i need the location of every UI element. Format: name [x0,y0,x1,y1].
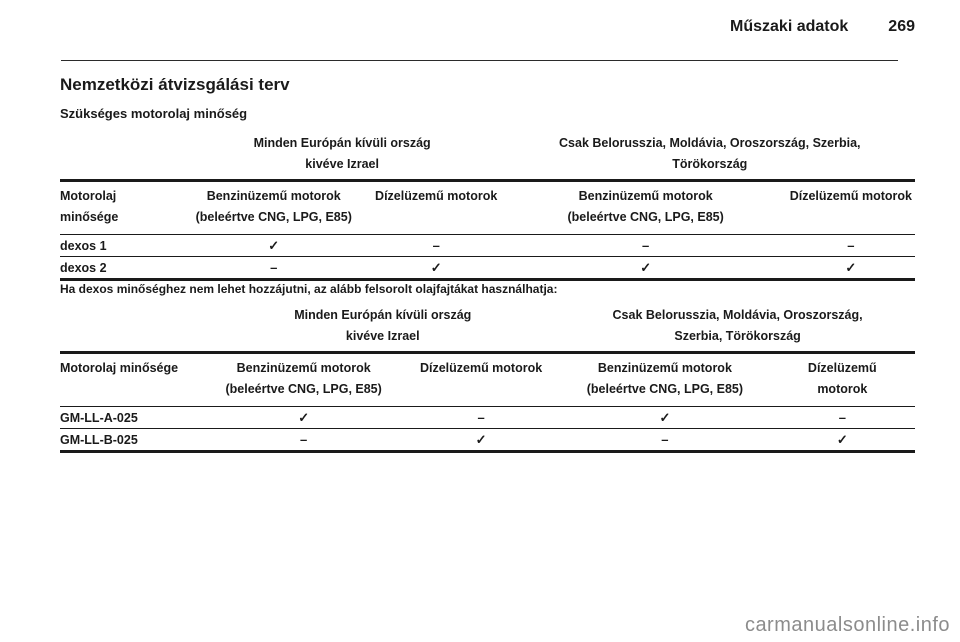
compatibility-cell: ✓ [401,428,561,453]
column-header-petrol-engines: Benzinüzemű motorok (beleértve CNG, LPG,… [560,352,770,407]
group-header-world-line2: kivéve Izrael [305,157,379,171]
row-label: dexos 2 [60,256,180,281]
group-header-east-line1: Csak Belorusszia, Moldávia, Oroszország, [612,308,863,322]
row-label: GM-LL-B-025 [60,428,206,453]
column-header-oil-quality: Motorolaj minősége [60,180,180,235]
compatibility-cell: – [560,428,770,453]
compatibility-cell: ✓ [786,256,915,281]
page-header: Műszaki adatok 269 [730,18,915,36]
oil-quality-table-1: Minden Európán kívüli ország kivéve Izra… [60,131,915,281]
compatibility-cell: – [367,234,505,257]
group-header-east-line2: Törökország [672,157,748,171]
page-number: 269 [888,18,915,35]
group-header-east: Csak Belorusszia, Moldávia, Oroszország,… [560,303,915,354]
column-header-petrol-engines: Benzinüzemű motorok (beleértve CNG, LPG,… [205,352,402,407]
group-header-world: Minden Európán kívüli ország kivéve Izra… [179,131,505,182]
column-header-row: Motorolaj minősége Benzinüzemű motorok (… [60,352,915,407]
compatibility-cell: – [504,234,787,257]
compatibility-cell: ✓ [504,256,787,281]
group-header-east: Csak Belorusszia, Moldávia, Oroszország,… [504,131,915,182]
empty-cell [60,131,180,182]
column-header-diesel-engines: Dízelüzemű motorok [367,180,505,235]
note-text: Ha dexos minőséghez nem lehet hozzájutni… [60,282,558,296]
column-header-row: Motorolaj minősége Benzinüzemű motorok (… [60,180,915,235]
compatibility-cell: ✓ [179,234,368,257]
table-row-dexos2: dexos 2 – ✓ ✓ ✓ [60,256,915,281]
column-header-diesel-engines: Dízelüzemű motorok [786,180,915,235]
compatibility-cell: ✓ [560,406,770,429]
compatibility-cell: – [205,428,402,453]
region-group-row: Minden Európán kívüli ország kivéve Izra… [60,303,915,354]
row-label: dexos 1 [60,234,180,257]
table-row-dexos1: dexos 1 ✓ – – – [60,234,915,257]
group-header-east-line1: Csak Belorusszia, Moldávia, Oroszország,… [559,136,861,150]
compatibility-cell: – [179,256,368,281]
page-title: Műszaki adatok [730,18,849,35]
compatibility-cell: – [401,406,561,429]
row-label: GM-LL-A-025 [60,406,206,429]
group-header-world-line1: Minden Európán kívüli ország [294,308,472,322]
column-header-petrol-engines: Benzinüzemű motorok (beleértve CNG, LPG,… [504,180,787,235]
compatibility-cell: – [786,234,915,257]
compatibility-cell: ✓ [769,428,915,453]
oil-quality-table-2: Minden Európán kívüli ország kivéve Izra… [60,303,915,453]
group-header-east-line2: Szerbia, Törökország [674,329,801,343]
column-header-oil-quality: Motorolaj minősége [60,352,206,407]
watermark: carmanualsonline.info [744,614,950,636]
column-header-petrol-engines: Benzinüzemű motorok (beleértve CNG, LPG,… [179,180,368,235]
header-rule [61,60,898,61]
compatibility-cell: ✓ [205,406,402,429]
compatibility-cell: – [769,406,915,429]
table-row-gm-ll-b-025: GM-LL-B-025 – ✓ – ✓ [60,428,915,453]
table-row-gm-ll-a-025: GM-LL-A-025 ✓ – ✓ – [60,406,915,429]
group-header-world: Minden Európán kívüli ország kivéve Izra… [205,303,561,354]
column-header-diesel-engines: Dízelüzemű motorok [401,352,561,407]
subsection-heading: Szükséges motorolaj minőség [60,106,248,121]
compatibility-cell: ✓ [367,256,505,281]
section-heading: Nemzetközi átvizsgálási terv [60,75,290,94]
column-header-diesel-engines: Dízelüzemű motorok [769,352,915,407]
group-header-world-line1: Minden Európán kívüli ország [253,136,431,150]
group-header-world-line2: kivéve Izrael [345,329,420,343]
empty-cell [60,303,206,354]
region-group-row: Minden Európán kívüli ország kivéve Izra… [60,131,915,182]
